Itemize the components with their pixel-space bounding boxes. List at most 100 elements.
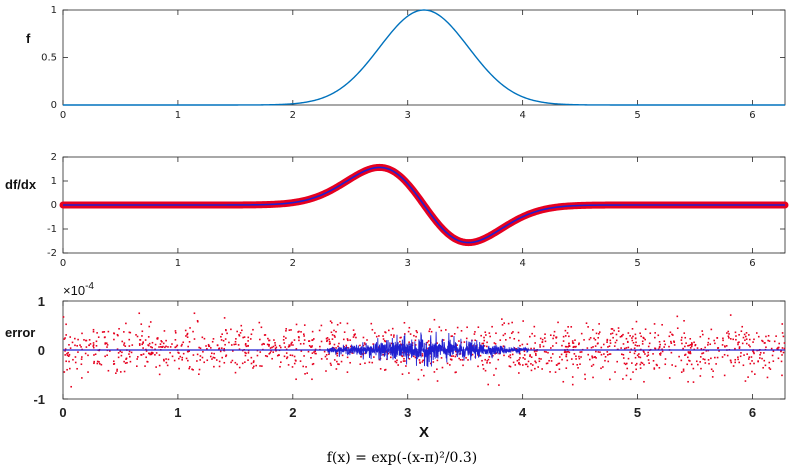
error-point xyxy=(181,359,183,361)
error-point xyxy=(620,347,622,349)
error-point xyxy=(534,360,536,363)
error-point xyxy=(436,342,438,344)
error-point xyxy=(197,320,199,323)
error-point xyxy=(729,359,732,362)
error-point xyxy=(555,364,558,366)
error-point xyxy=(590,346,593,349)
error-point xyxy=(533,335,536,337)
error-point xyxy=(519,357,521,359)
error-point xyxy=(711,376,714,378)
error-point xyxy=(154,343,157,346)
error-point xyxy=(689,350,691,353)
error-point xyxy=(144,365,146,367)
error-point xyxy=(80,346,82,348)
error-point xyxy=(253,365,255,368)
error-point xyxy=(564,345,567,348)
error-point xyxy=(240,324,243,327)
error-point xyxy=(585,322,588,325)
error-point xyxy=(252,361,255,364)
error-point xyxy=(117,334,119,337)
error-point xyxy=(759,357,761,359)
error-point xyxy=(288,345,291,348)
error-point xyxy=(748,344,750,346)
error-point xyxy=(303,339,306,341)
error-point xyxy=(690,363,693,366)
error-point xyxy=(187,359,189,362)
error-point xyxy=(549,371,551,373)
error-point xyxy=(623,362,626,365)
error-point xyxy=(512,331,514,333)
error-point xyxy=(744,335,747,338)
error-point xyxy=(579,363,581,365)
error-point xyxy=(761,339,763,342)
error-point xyxy=(85,346,88,348)
error-point xyxy=(454,355,457,358)
error-point xyxy=(346,371,349,373)
error-point xyxy=(768,367,771,369)
error-point xyxy=(517,331,520,334)
error-point xyxy=(235,338,237,340)
y-tick-label: 0 xyxy=(51,200,57,211)
error-point xyxy=(781,347,784,349)
error-point xyxy=(302,342,305,345)
error-point xyxy=(574,339,576,341)
error-point xyxy=(116,348,119,350)
error-point xyxy=(335,330,337,333)
error-point xyxy=(415,330,418,332)
error-point xyxy=(690,342,693,344)
error-point xyxy=(716,356,719,359)
error-point xyxy=(395,361,398,364)
error-point xyxy=(64,354,66,356)
error-point xyxy=(276,354,279,357)
error-point xyxy=(689,338,692,340)
error-point xyxy=(487,358,490,361)
error-point xyxy=(687,380,689,383)
error-point xyxy=(686,363,689,366)
error-point xyxy=(567,350,569,353)
error-point xyxy=(375,335,378,338)
error-point xyxy=(689,347,692,349)
error-point xyxy=(493,342,496,344)
error-point xyxy=(106,346,108,348)
error-point xyxy=(634,364,637,366)
error-point xyxy=(673,341,676,343)
error-point xyxy=(541,341,544,343)
error-point xyxy=(199,347,202,350)
error-point xyxy=(718,350,720,352)
error-point xyxy=(726,332,728,334)
error-point xyxy=(244,351,246,354)
error-point xyxy=(692,381,695,383)
error-point xyxy=(635,341,637,344)
error-point xyxy=(288,344,290,346)
error-point xyxy=(659,343,661,346)
error-point xyxy=(198,346,200,349)
error-point xyxy=(333,359,336,361)
error-point xyxy=(436,380,439,382)
error-point xyxy=(699,335,702,338)
y-tick-label: 2 xyxy=(51,152,57,163)
error-point xyxy=(672,334,674,336)
error-point xyxy=(308,340,310,342)
error-point xyxy=(481,342,484,345)
error-point xyxy=(743,333,746,336)
error-point xyxy=(120,354,123,357)
error-point xyxy=(653,368,656,370)
error-point xyxy=(225,355,227,358)
error-point xyxy=(761,357,763,360)
error-point xyxy=(397,364,399,366)
error-point xyxy=(293,362,296,365)
error-point xyxy=(529,355,531,358)
error-point xyxy=(401,373,404,375)
error-point xyxy=(596,342,599,345)
error-point xyxy=(682,347,684,350)
dfdx-analytic-line xyxy=(63,166,785,244)
error-point xyxy=(74,344,76,347)
error-point xyxy=(430,330,433,333)
error-point xyxy=(161,340,163,343)
error-point xyxy=(730,361,733,364)
error-point xyxy=(92,328,95,331)
error-point xyxy=(158,364,161,367)
error-point xyxy=(333,329,335,332)
error-point xyxy=(489,362,491,364)
error-point xyxy=(664,343,666,346)
